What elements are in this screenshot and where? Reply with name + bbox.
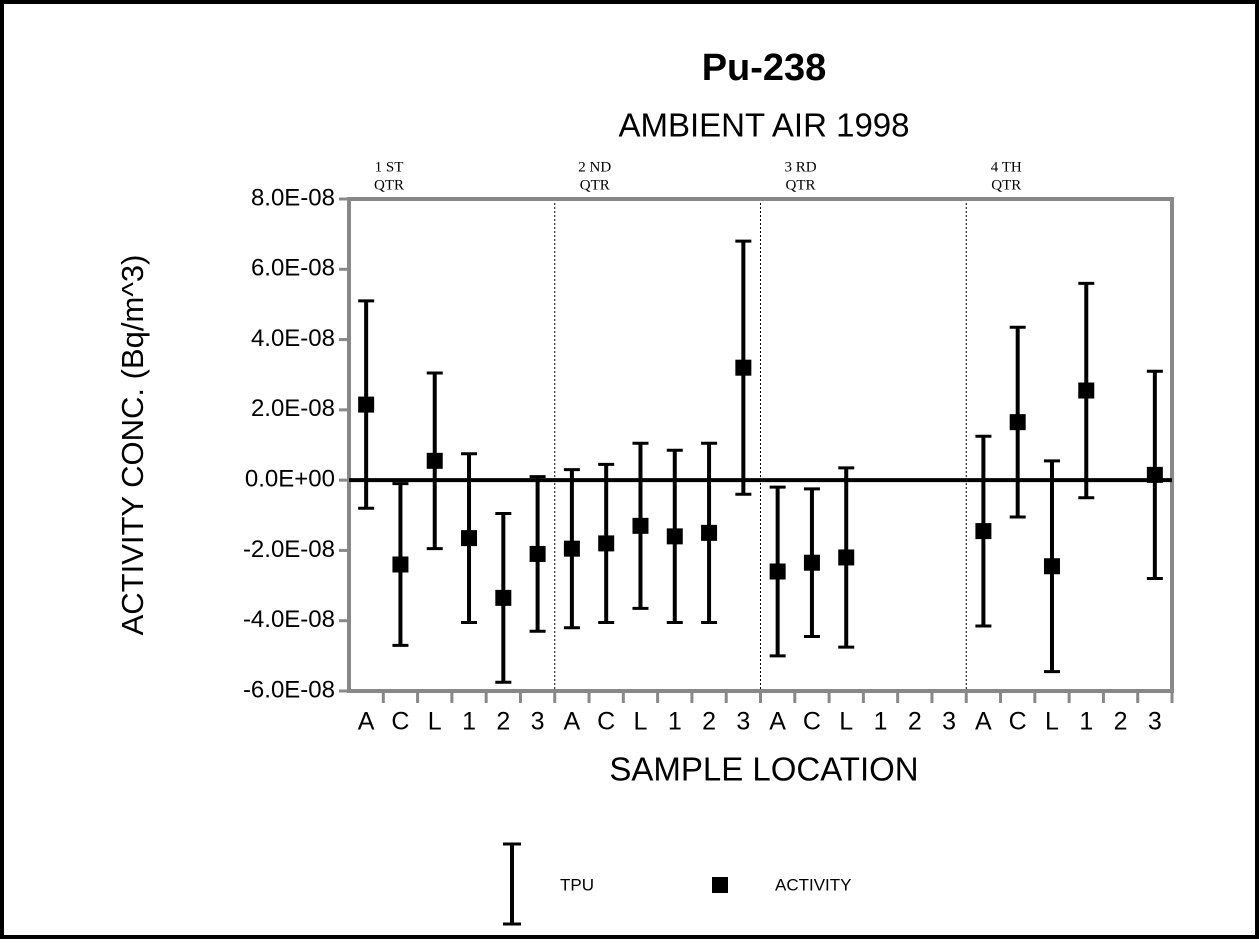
group-label: QTR	[580, 177, 610, 193]
activity-point	[529, 545, 546, 562]
x-axis-label: SAMPLE LOCATION	[609, 751, 918, 788]
x-tick-label: A	[769, 708, 786, 736]
activity-point	[632, 517, 649, 534]
activity-point	[1043, 558, 1060, 575]
x-tick-label: C	[803, 708, 821, 736]
chart-subtitle: AMBIENT AIR 1998	[618, 107, 909, 144]
group-label: QTR	[374, 177, 404, 193]
x-tick-label: 1	[874, 708, 888, 736]
activity-point	[666, 528, 683, 545]
x-tick-label: C	[597, 708, 615, 736]
group-label: 2 ND	[578, 159, 611, 175]
group-label: QTR	[786, 177, 816, 193]
activity-point	[1078, 382, 1095, 399]
activity-point	[1146, 466, 1163, 483]
activity-point	[392, 556, 409, 573]
legend-label: ACTIVITY	[775, 875, 852, 894]
legend-activity-icon	[712, 877, 728, 893]
x-tick-label: A	[564, 708, 581, 736]
y-tick-label: 2.0E-08	[251, 395, 335, 422]
chart-title: Pu-238	[702, 47, 827, 89]
x-tick-label: 2	[702, 708, 716, 736]
x-tick-label: L	[428, 708, 442, 736]
activity-point	[769, 563, 786, 580]
x-tick-label: 2	[1114, 708, 1128, 736]
x-tick-label: A	[975, 708, 992, 736]
x-tick-label: C	[1009, 708, 1027, 736]
activity-point	[358, 396, 375, 413]
x-tick-label: 3	[736, 708, 750, 736]
y-tick-label: 4.0E-08	[251, 325, 335, 352]
x-tick-label: C	[391, 708, 409, 736]
y-tick-label: 0.0E+00	[245, 465, 335, 492]
activity-point	[803, 554, 820, 571]
y-tick-label: 8.0E-08	[251, 184, 335, 211]
x-tick-label: L	[1045, 708, 1059, 736]
x-tick-label: L	[839, 708, 853, 736]
x-tick-label: 3	[531, 708, 545, 736]
x-tick-label: L	[634, 708, 648, 736]
activity-point	[598, 535, 615, 552]
activity-point	[1009, 414, 1026, 431]
activity-point	[701, 524, 718, 541]
activity-point	[975, 523, 992, 540]
x-tick-label: 1	[462, 708, 476, 736]
activity-point	[426, 452, 443, 469]
x-tick-label: 1	[1079, 708, 1093, 736]
activity-point	[838, 549, 855, 566]
x-tick-label: 3	[1148, 708, 1162, 736]
legend-label: TPU	[560, 875, 594, 894]
x-tick-label: A	[358, 708, 375, 736]
activity-point	[461, 530, 478, 547]
y-tick-label: 6.0E-08	[251, 255, 335, 282]
group-label: QTR	[991, 177, 1021, 193]
x-tick-label: 2	[496, 708, 510, 736]
y-axis-label: ACTIVITY CONC. (Bq/m^3)	[115, 255, 150, 636]
activity-point	[495, 589, 512, 606]
group-label: 3 RD	[784, 159, 816, 175]
x-tick-label: 3	[942, 708, 956, 736]
y-tick-label: -6.0E-08	[243, 676, 335, 703]
x-tick-label: 1	[668, 708, 682, 736]
x-tick-label: 2	[908, 708, 922, 736]
group-label: 4 TH	[991, 159, 1022, 175]
y-tick-label: -2.0E-08	[243, 536, 335, 563]
activity-point	[563, 540, 580, 557]
y-tick-label: -4.0E-08	[243, 606, 335, 633]
activity-point	[735, 359, 752, 376]
group-label: 1 ST	[375, 159, 404, 175]
